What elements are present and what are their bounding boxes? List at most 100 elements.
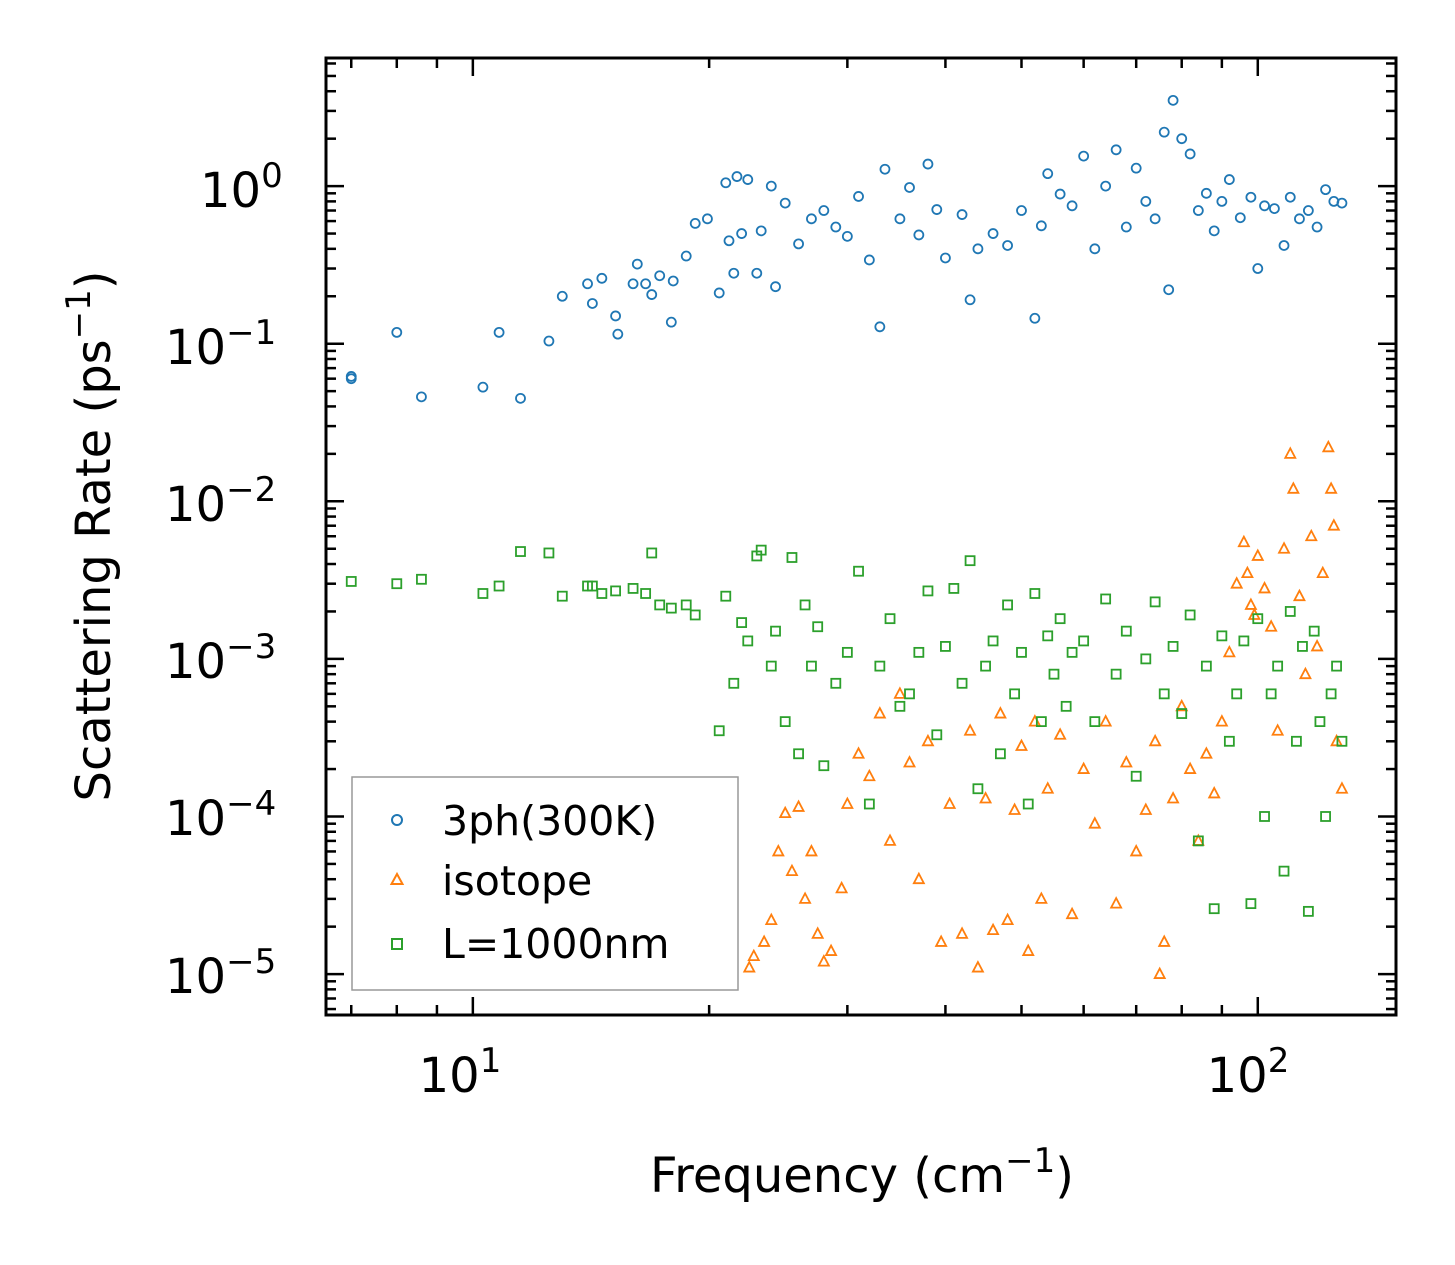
point-isotope bbox=[852, 746, 866, 759]
point-3ph-300k bbox=[779, 197, 791, 209]
point-3ph-300k bbox=[1192, 205, 1204, 216]
point-3ph-300k bbox=[477, 381, 489, 393]
point-l-1000nm bbox=[1016, 646, 1027, 658]
point-isotope bbox=[1244, 597, 1258, 610]
point-3ph-300k bbox=[904, 182, 915, 193]
point-isotope bbox=[1222, 644, 1236, 658]
point-isotope bbox=[804, 844, 818, 857]
point-isotope bbox=[893, 686, 907, 699]
y-tick-label-4: 10−4 bbox=[165, 784, 276, 847]
point-l-1000nm bbox=[799, 599, 811, 611]
point-l-1000nm bbox=[1336, 735, 1348, 747]
point-3ph-300k bbox=[1140, 195, 1152, 207]
point-isotope bbox=[1175, 698, 1189, 712]
point-3ph-300k bbox=[1029, 312, 1041, 324]
point-isotope bbox=[1207, 786, 1221, 799]
point-l-1000nm bbox=[1009, 688, 1021, 700]
point-isotope bbox=[1088, 816, 1102, 829]
point-3ph-300k bbox=[1149, 213, 1161, 225]
point-3ph-300k bbox=[751, 267, 763, 279]
legend-marker-l1000nm bbox=[391, 938, 403, 950]
point-3ph-300k bbox=[1294, 213, 1305, 225]
point-l-1000nm bbox=[1208, 903, 1220, 915]
point-3ph-300k bbox=[646, 289, 658, 300]
point-3ph-300k bbox=[1120, 221, 1132, 233]
point-isotope bbox=[764, 912, 778, 926]
point-l-1000nm bbox=[596, 588, 608, 599]
point-l-1000nm bbox=[1120, 625, 1132, 637]
point-isotope bbox=[747, 948, 761, 962]
point-isotope bbox=[934, 934, 948, 947]
point-l-1000nm bbox=[972, 783, 984, 795]
x-tick-label-2: 102 bbox=[1207, 1041, 1290, 1104]
point-l-1000nm bbox=[736, 617, 748, 628]
point-l-1000nm bbox=[1216, 630, 1228, 642]
point-3ph-300k bbox=[874, 321, 886, 333]
point-isotope bbox=[1148, 733, 1162, 747]
point-l-1000nm bbox=[1252, 613, 1264, 625]
point-isotope bbox=[986, 922, 1000, 936]
point-3ph-300k bbox=[680, 250, 692, 262]
point-l-1000nm bbox=[1302, 905, 1314, 917]
point-l-1000nm bbox=[713, 725, 725, 737]
y-tick-label-3: 10−3 bbox=[165, 627, 276, 690]
point-3ph-300k bbox=[1311, 221, 1323, 233]
point-3ph-300k bbox=[1216, 195, 1228, 207]
point-l-1000nm bbox=[964, 555, 976, 567]
point-isotope bbox=[778, 805, 792, 819]
point-l-1000nm bbox=[477, 588, 489, 599]
point-l-1000nm bbox=[515, 546, 526, 557]
point-isotope bbox=[1034, 891, 1048, 904]
point-3ph-300k bbox=[596, 272, 608, 284]
point-l-1000nm bbox=[913, 646, 925, 658]
x-tick-label-1: 101 bbox=[419, 1041, 502, 1104]
x-axis-title: Frequency (cm−1) bbox=[650, 1141, 1074, 1204]
point-l-1000nm bbox=[1192, 835, 1204, 847]
point-3ph-300k bbox=[543, 335, 555, 347]
point-isotope bbox=[1157, 934, 1171, 947]
point-l-1000nm bbox=[1265, 688, 1277, 700]
point-3ph-300k bbox=[1252, 263, 1264, 274]
point-l-1000nm bbox=[1066, 646, 1078, 658]
point-3ph-300k bbox=[586, 298, 598, 309]
point-isotope bbox=[811, 926, 825, 939]
point-isotope bbox=[1283, 446, 1297, 459]
legend: 3ph(300K) isotope L=1000nm bbox=[351, 776, 739, 991]
point-3ph-300k bbox=[830, 221, 842, 233]
point-3ph-300k bbox=[1016, 205, 1027, 216]
point-l-1000nm bbox=[543, 547, 555, 559]
point-l-1000nm bbox=[812, 621, 824, 633]
point-3ph-300k bbox=[689, 217, 701, 229]
point-isotope bbox=[1099, 714, 1113, 727]
point-isotope bbox=[1077, 761, 1091, 774]
point-3ph-300k bbox=[1054, 188, 1066, 200]
point-isotope bbox=[1199, 746, 1213, 759]
point-isotope bbox=[1129, 844, 1143, 857]
point-3ph-300k bbox=[1035, 220, 1047, 232]
point-3ph-300k bbox=[582, 278, 593, 290]
legend-marker-isotope bbox=[389, 871, 405, 885]
point-l-1000nm bbox=[742, 635, 754, 647]
point-isotope bbox=[757, 934, 771, 947]
point-isotope bbox=[1183, 761, 1197, 774]
point-3ph-300k bbox=[1245, 191, 1257, 203]
point-l-1000nm bbox=[1223, 735, 1235, 747]
point-l-1000nm bbox=[720, 590, 732, 602]
point-isotope bbox=[817, 954, 831, 967]
point-3ph-300k bbox=[610, 310, 621, 322]
point-3ph-300k bbox=[391, 326, 403, 338]
point-isotope bbox=[1321, 439, 1335, 453]
point-l-1000nm bbox=[1176, 708, 1188, 719]
point-3ph-300k bbox=[1110, 144, 1122, 156]
point-isotope bbox=[1015, 738, 1028, 751]
point-isotope bbox=[862, 768, 876, 782]
point-isotope bbox=[1021, 943, 1035, 956]
point-isotope bbox=[979, 791, 993, 804]
point-l-1000nm bbox=[1158, 688, 1170, 700]
point-isotope bbox=[792, 799, 806, 812]
point-l-1000nm bbox=[830, 677, 842, 689]
point-3ph-300k bbox=[723, 235, 735, 247]
point-3ph-300k bbox=[731, 171, 743, 182]
point-isotope bbox=[1053, 727, 1067, 740]
point-3ph-300k bbox=[493, 326, 505, 338]
